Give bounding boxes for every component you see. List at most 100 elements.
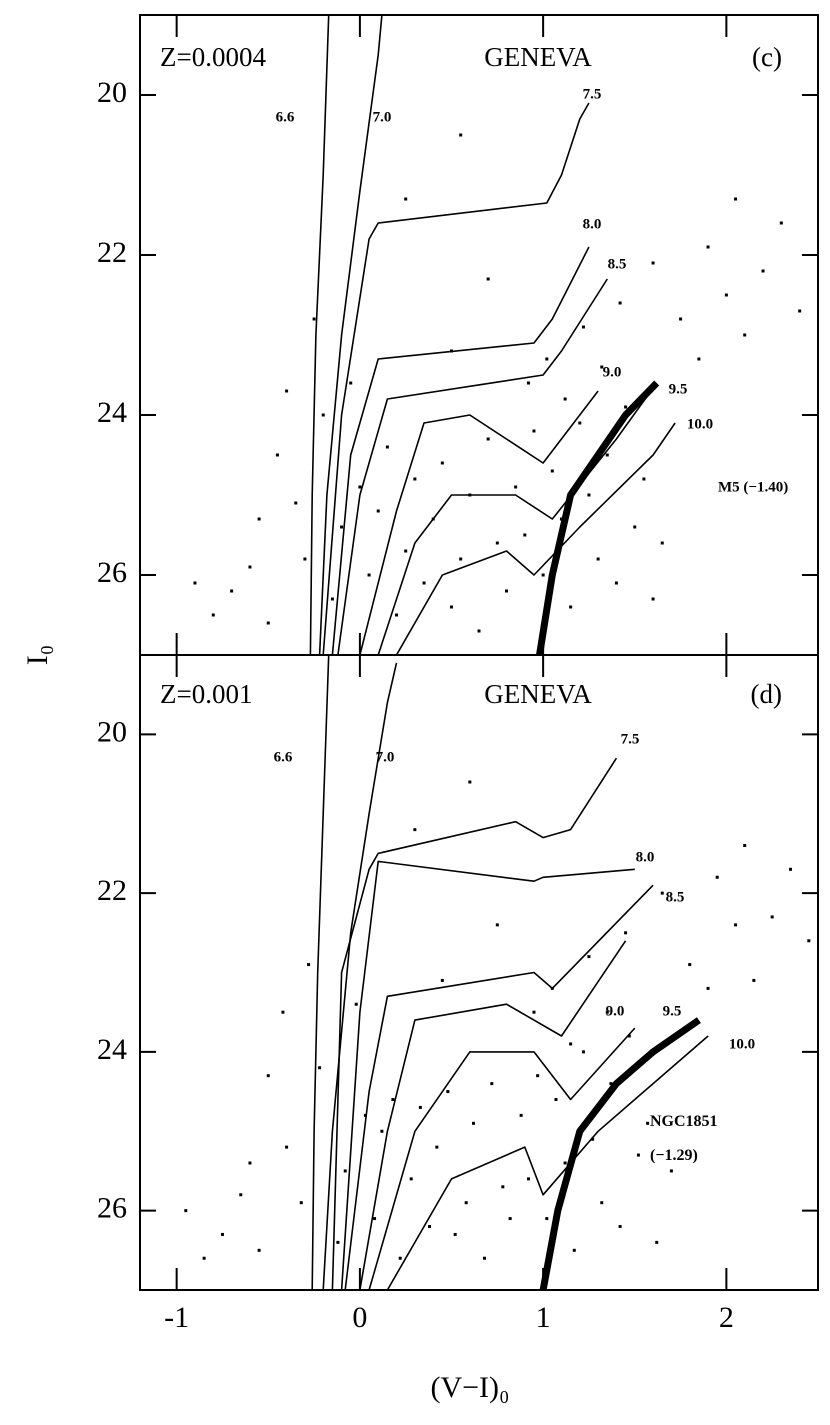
star-point [453,1232,457,1236]
star-point [318,1066,322,1070]
star-point [614,581,618,585]
star-point [526,381,530,385]
y-tick-label: 22 [97,236,127,269]
star-point [600,365,604,369]
annotation: GENEVA [484,679,592,709]
star-point [591,1137,595,1141]
star-point [398,1256,402,1260]
star-point [336,1240,340,1244]
star-point [312,317,316,321]
star-point [486,277,490,281]
star-point [428,1225,432,1228]
star-point [285,1145,289,1149]
star-point [627,1034,631,1038]
isochrone [386,1035,709,1290]
star-point [587,493,591,497]
star-point [431,517,435,521]
isochrone [322,102,590,655]
star-point [536,1074,540,1078]
star-point [321,413,325,417]
isochrone [377,382,658,655]
star-point [532,1010,536,1014]
star-point [440,461,444,465]
star-point [343,1169,347,1173]
star-point [395,613,399,617]
series-label: 9.0 [603,364,622,380]
star-point [275,453,279,457]
isochrone [337,278,608,655]
star-point [752,978,756,982]
x-tick-label: -1 [164,1301,189,1334]
x-tick-label: 2 [719,1301,734,1334]
star-point [605,453,609,457]
series-label: 7.5 [621,731,640,747]
star-point [642,477,646,481]
star-point [367,573,371,577]
star-point [761,269,765,273]
star-point [624,405,628,409]
star-point [734,197,738,201]
star-point [706,245,710,249]
series-label: 7.5 [583,86,602,102]
star-point [354,1002,358,1006]
star-point [285,389,289,393]
star-point [266,1074,270,1078]
star-point [307,963,311,967]
star-point [532,429,536,433]
star-point [211,613,215,617]
isochrone [344,884,654,1290]
star-point [294,501,298,505]
star-point [184,1209,188,1213]
star-point [373,1217,377,1221]
isochrone [359,940,627,1290]
x-tick-label: 0 [352,1301,367,1334]
star-point [600,1201,604,1205]
star-point [450,349,454,353]
star-point [545,357,549,361]
star-point [508,1217,512,1221]
star-point [559,517,563,521]
star-point [697,357,701,361]
y-tick-label: 26 [97,1192,127,1225]
star-point [596,557,600,561]
star-point [646,1121,650,1125]
star-point [514,485,518,489]
star-point [358,485,362,489]
series-label: M5 (−1.40) [718,479,788,495]
annotation: (d) [751,679,782,709]
star-point [624,931,628,935]
star-point [651,261,655,265]
star-point [688,963,692,967]
star-point [330,597,334,601]
star-point [422,581,426,585]
series-label: 6.6 [276,109,295,125]
isochrone [331,246,590,655]
star-point [724,293,728,297]
star-point [715,875,719,879]
star-point [380,1129,384,1133]
star-point [248,1161,252,1165]
isochrone [318,15,383,655]
plot-area [184,655,811,1290]
annotation: Z=0.0004 [160,42,266,72]
star-point [550,986,554,990]
star-point [572,1248,576,1252]
star-point [482,1256,486,1260]
star-point [504,589,508,593]
star-point [743,844,747,847]
isochrone [395,422,676,655]
star-point [385,445,389,449]
star-point [636,1153,640,1157]
star-point [477,629,481,633]
star-point [257,1248,261,1252]
y-tick-label: 22 [97,874,127,907]
star-point [266,621,270,625]
panel-frame [139,14,819,656]
star-point [807,939,811,943]
y-tick-label: 20 [97,715,127,748]
star-point [281,1010,285,1014]
series-label: 9.0 [606,1003,625,1019]
star-point [523,533,527,537]
star-point [541,573,545,577]
